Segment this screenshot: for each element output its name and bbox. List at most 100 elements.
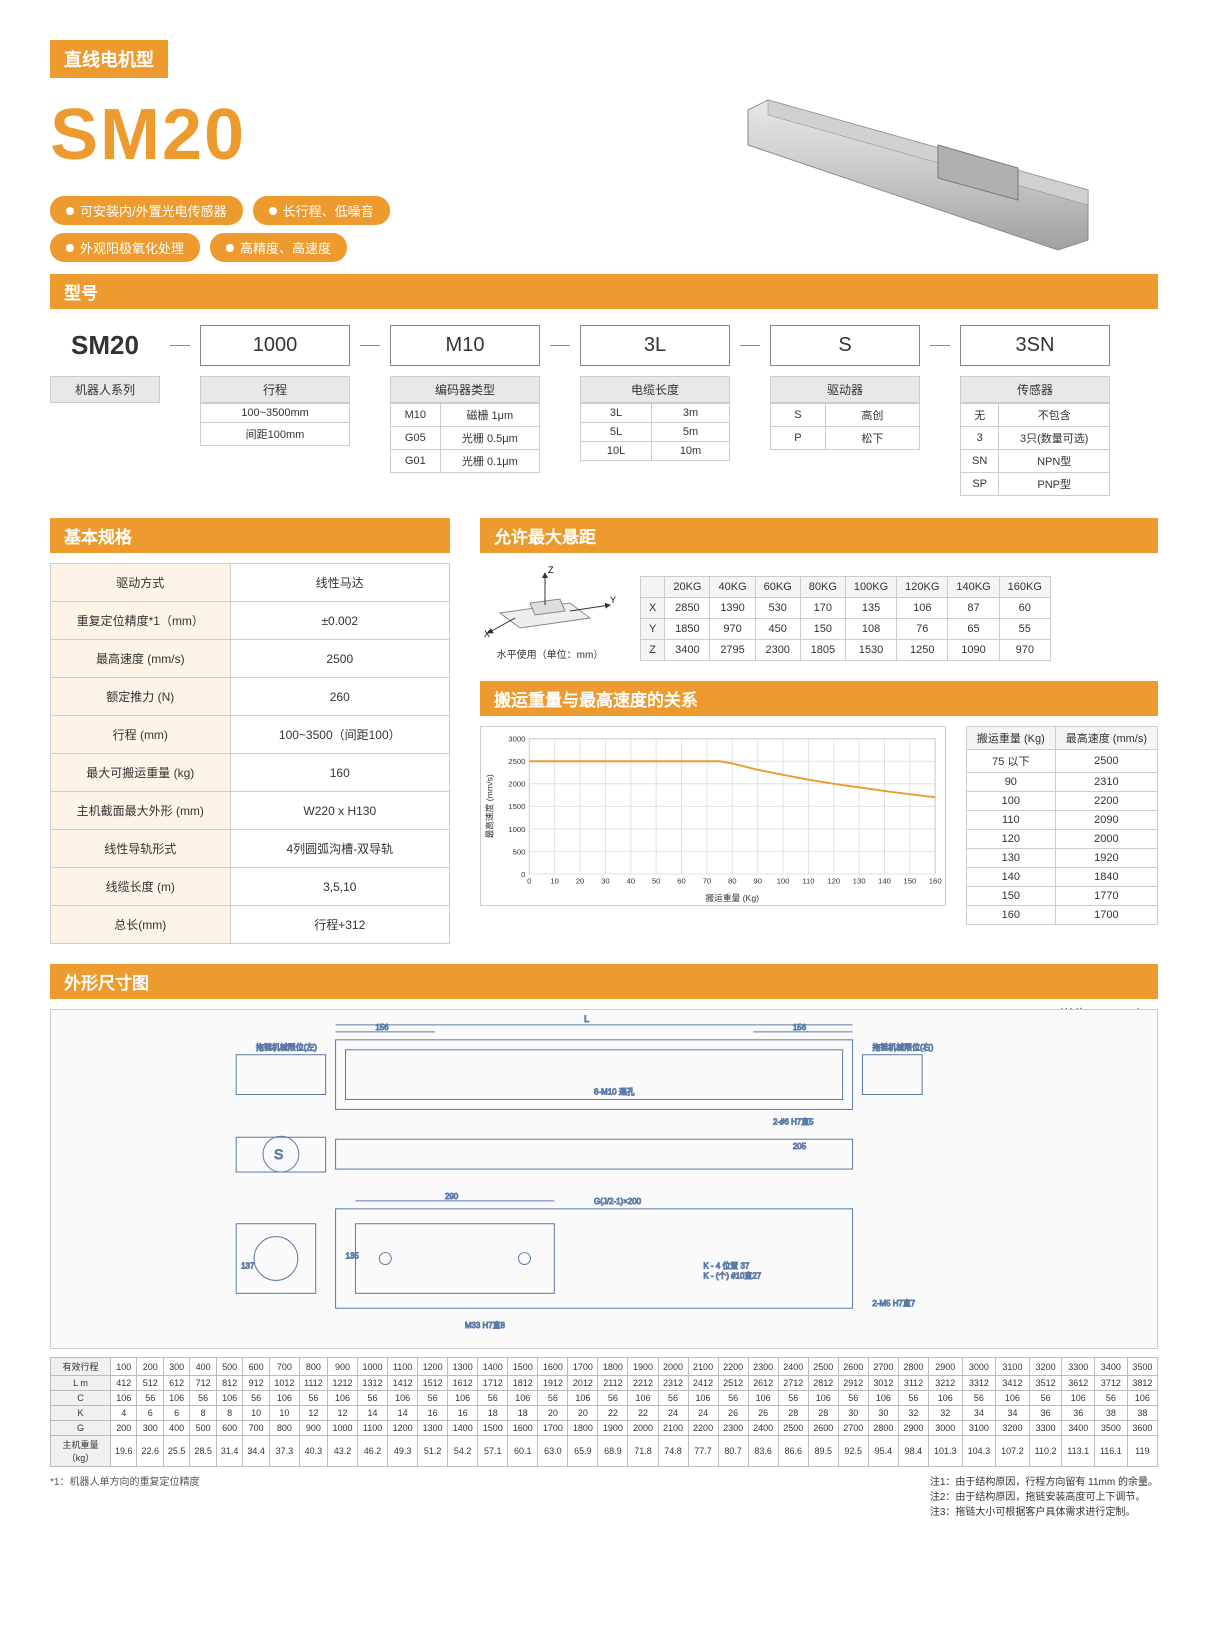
svg-text:2-#6 H7直5: 2-#6 H7直5 bbox=[773, 1116, 814, 1126]
svg-text:1500: 1500 bbox=[508, 802, 525, 811]
svg-text:0: 0 bbox=[521, 870, 525, 879]
param-label: 行程 bbox=[200, 376, 350, 403]
svg-text:搬运重量 (Kg): 搬运重量 (Kg) bbox=[705, 892, 759, 903]
svg-text:70: 70 bbox=[703, 877, 712, 886]
svg-text:8-M10 通孔: 8-M10 通孔 bbox=[594, 1087, 635, 1097]
product-image bbox=[738, 90, 1098, 260]
svg-text:80: 80 bbox=[728, 877, 737, 886]
spec-value: 行程+312 bbox=[230, 906, 449, 944]
svg-text:500: 500 bbox=[513, 847, 526, 856]
spec-label: 线缆长度 (m) bbox=[51, 868, 231, 906]
svg-text:60: 60 bbox=[677, 877, 686, 886]
series-value: SM20 bbox=[50, 330, 160, 361]
axis-diagram: Z Y X bbox=[480, 563, 620, 643]
svg-text:10: 10 bbox=[550, 877, 559, 886]
svg-text:3000: 3000 bbox=[508, 735, 525, 744]
model-part-box: S bbox=[770, 325, 920, 366]
svg-text:1000: 1000 bbox=[508, 825, 525, 834]
spec-label: 重复定位精度*1（mm） bbox=[51, 602, 231, 640]
model-part-box: M10 bbox=[390, 325, 540, 366]
svg-text:290: 290 bbox=[445, 1192, 459, 1201]
spec-label: 最大可搬运重量 (kg) bbox=[51, 754, 231, 792]
model-part-box: 3SN bbox=[960, 325, 1110, 366]
svg-text:L: L bbox=[584, 1014, 589, 1024]
param-label: 传感器 bbox=[960, 376, 1110, 403]
speed-chart: 0500100015002000250030000102030405060708… bbox=[480, 726, 946, 906]
svg-text:135: 135 bbox=[346, 1252, 360, 1261]
model-part-box: 1000 bbox=[200, 325, 350, 366]
svg-text:100: 100 bbox=[777, 877, 790, 886]
svg-text:Y: Y bbox=[610, 595, 616, 605]
svg-text:S: S bbox=[274, 1146, 283, 1162]
param-options: 无不包含33只(数量可选)SNNPN型SPPNP型 bbox=[960, 403, 1110, 496]
dimension-table: 有效行程100200300400500600700800900100011001… bbox=[50, 1357, 1158, 1467]
svg-text:2500: 2500 bbox=[508, 757, 525, 766]
svg-text:2000: 2000 bbox=[508, 780, 525, 789]
spec-label: 总长(mm) bbox=[51, 906, 231, 944]
spec-value: 160 bbox=[230, 754, 449, 792]
svg-text:160: 160 bbox=[929, 877, 942, 886]
spec-table: 驱动方式线性马达重复定位精度*1（mm）±0.002最高速度 (mm/s)250… bbox=[50, 563, 450, 944]
param-label: 驱动器 bbox=[770, 376, 920, 403]
footnote-left: *1：机器人单方向的重复定位精度 bbox=[50, 1473, 199, 1518]
svg-text:137: 137 bbox=[241, 1261, 255, 1270]
svg-text:K - 4 位置 37: K - 4 位置 37 bbox=[703, 1260, 749, 1270]
spec-label: 线性导轨形式 bbox=[51, 830, 231, 868]
param-options: 3L3m5L5m10L10m bbox=[580, 403, 730, 461]
param-options: 100~3500mm间距100mm bbox=[200, 403, 350, 446]
feature-pill: 外观阳极氧化处理 bbox=[50, 233, 200, 262]
svg-text:拖链机械限位(右): 拖链机械限位(右) bbox=[872, 1042, 933, 1052]
svg-text:140: 140 bbox=[878, 877, 891, 886]
svg-text:M33 H7直8: M33 H7直8 bbox=[465, 1320, 506, 1330]
spec-value: 3,5,10 bbox=[230, 868, 449, 906]
footnote: 注1：由于结构原因，行程方向留有 11mm 的余量。 bbox=[930, 1473, 1158, 1488]
svg-text:20: 20 bbox=[576, 877, 585, 886]
svg-text:90: 90 bbox=[753, 877, 762, 886]
spec-value: 100~3500（间距100） bbox=[230, 716, 449, 754]
svg-text:G(J/2-1)×200: G(J/2-1)×200 bbox=[594, 1197, 642, 1206]
svg-text:50: 50 bbox=[652, 877, 661, 886]
section-chart: 搬运重量与最高速度的关系 bbox=[480, 681, 1158, 716]
svg-text:150: 150 bbox=[903, 877, 916, 886]
svg-text:205: 205 bbox=[793, 1142, 807, 1151]
svg-text:110: 110 bbox=[802, 877, 814, 886]
spec-value: 线性马达 bbox=[230, 564, 449, 602]
spec-value: 4列圆弧沟槽-双导轨 bbox=[230, 830, 449, 868]
svg-text:X: X bbox=[484, 629, 490, 639]
svg-text:156: 156 bbox=[793, 1023, 807, 1032]
svg-text:拖链机械限位(左): 拖链机械限位(左) bbox=[256, 1042, 317, 1052]
spec-label: 额定推力 (N) bbox=[51, 678, 231, 716]
spec-label: 主机截面最大外形 (mm) bbox=[51, 792, 231, 830]
feature-pill: 高精度、高速度 bbox=[210, 233, 347, 262]
section-spec: 基本规格 bbox=[50, 518, 450, 553]
spec-value: 260 bbox=[230, 678, 449, 716]
svg-text:156: 156 bbox=[375, 1023, 389, 1032]
param-options: M10磁栅 1μmG05光栅 0.5μmG01光栅 0.1μm bbox=[390, 403, 540, 473]
series-label: 机器人系列 bbox=[50, 376, 160, 403]
svg-text:30: 30 bbox=[601, 877, 610, 886]
spec-value: ±0.002 bbox=[230, 602, 449, 640]
spec-value: W220 x H130 bbox=[230, 792, 449, 830]
svg-text:K - (个) #10直27: K - (个) #10直27 bbox=[703, 1270, 761, 1280]
section-model: 型号 bbox=[50, 274, 1158, 309]
spec-label: 最高速度 (mm/s) bbox=[51, 640, 231, 678]
svg-text:Z: Z bbox=[548, 565, 554, 575]
overhang-note: 水平使用（单位：mm） bbox=[480, 646, 620, 661]
svg-text:120: 120 bbox=[827, 877, 840, 886]
param-label: 编码器类型 bbox=[390, 376, 540, 403]
svg-text:最高速度 (mm/s): 最高速度 (mm/s) bbox=[484, 774, 495, 838]
footnote: 注2：由于结构原因，拖链安装高度可上下调节。 bbox=[930, 1488, 1158, 1503]
section-dim: 外形尺寸图 bbox=[50, 964, 1158, 999]
param-options: S高创P松下 bbox=[770, 403, 920, 450]
feature-pill: 长行程、低噪音 bbox=[253, 196, 390, 225]
spec-label: 行程 (mm) bbox=[51, 716, 231, 754]
model-part-box: 3L bbox=[580, 325, 730, 366]
param-label: 电缆长度 bbox=[580, 376, 730, 403]
svg-text:0: 0 bbox=[527, 877, 531, 886]
section-overhang: 允许最大悬距 bbox=[480, 518, 1158, 553]
svg-text:130: 130 bbox=[853, 877, 866, 886]
spec-label: 驱动方式 bbox=[51, 564, 231, 602]
overhang-table: 20KG40KG60KG80KG100KG120KG140KG160KGX285… bbox=[640, 576, 1051, 661]
svg-text:2-M5 H7直7: 2-M5 H7直7 bbox=[872, 1298, 915, 1308]
footnote: 注3：拖链大小可根据客户具体需求进行定制。 bbox=[930, 1503, 1158, 1518]
